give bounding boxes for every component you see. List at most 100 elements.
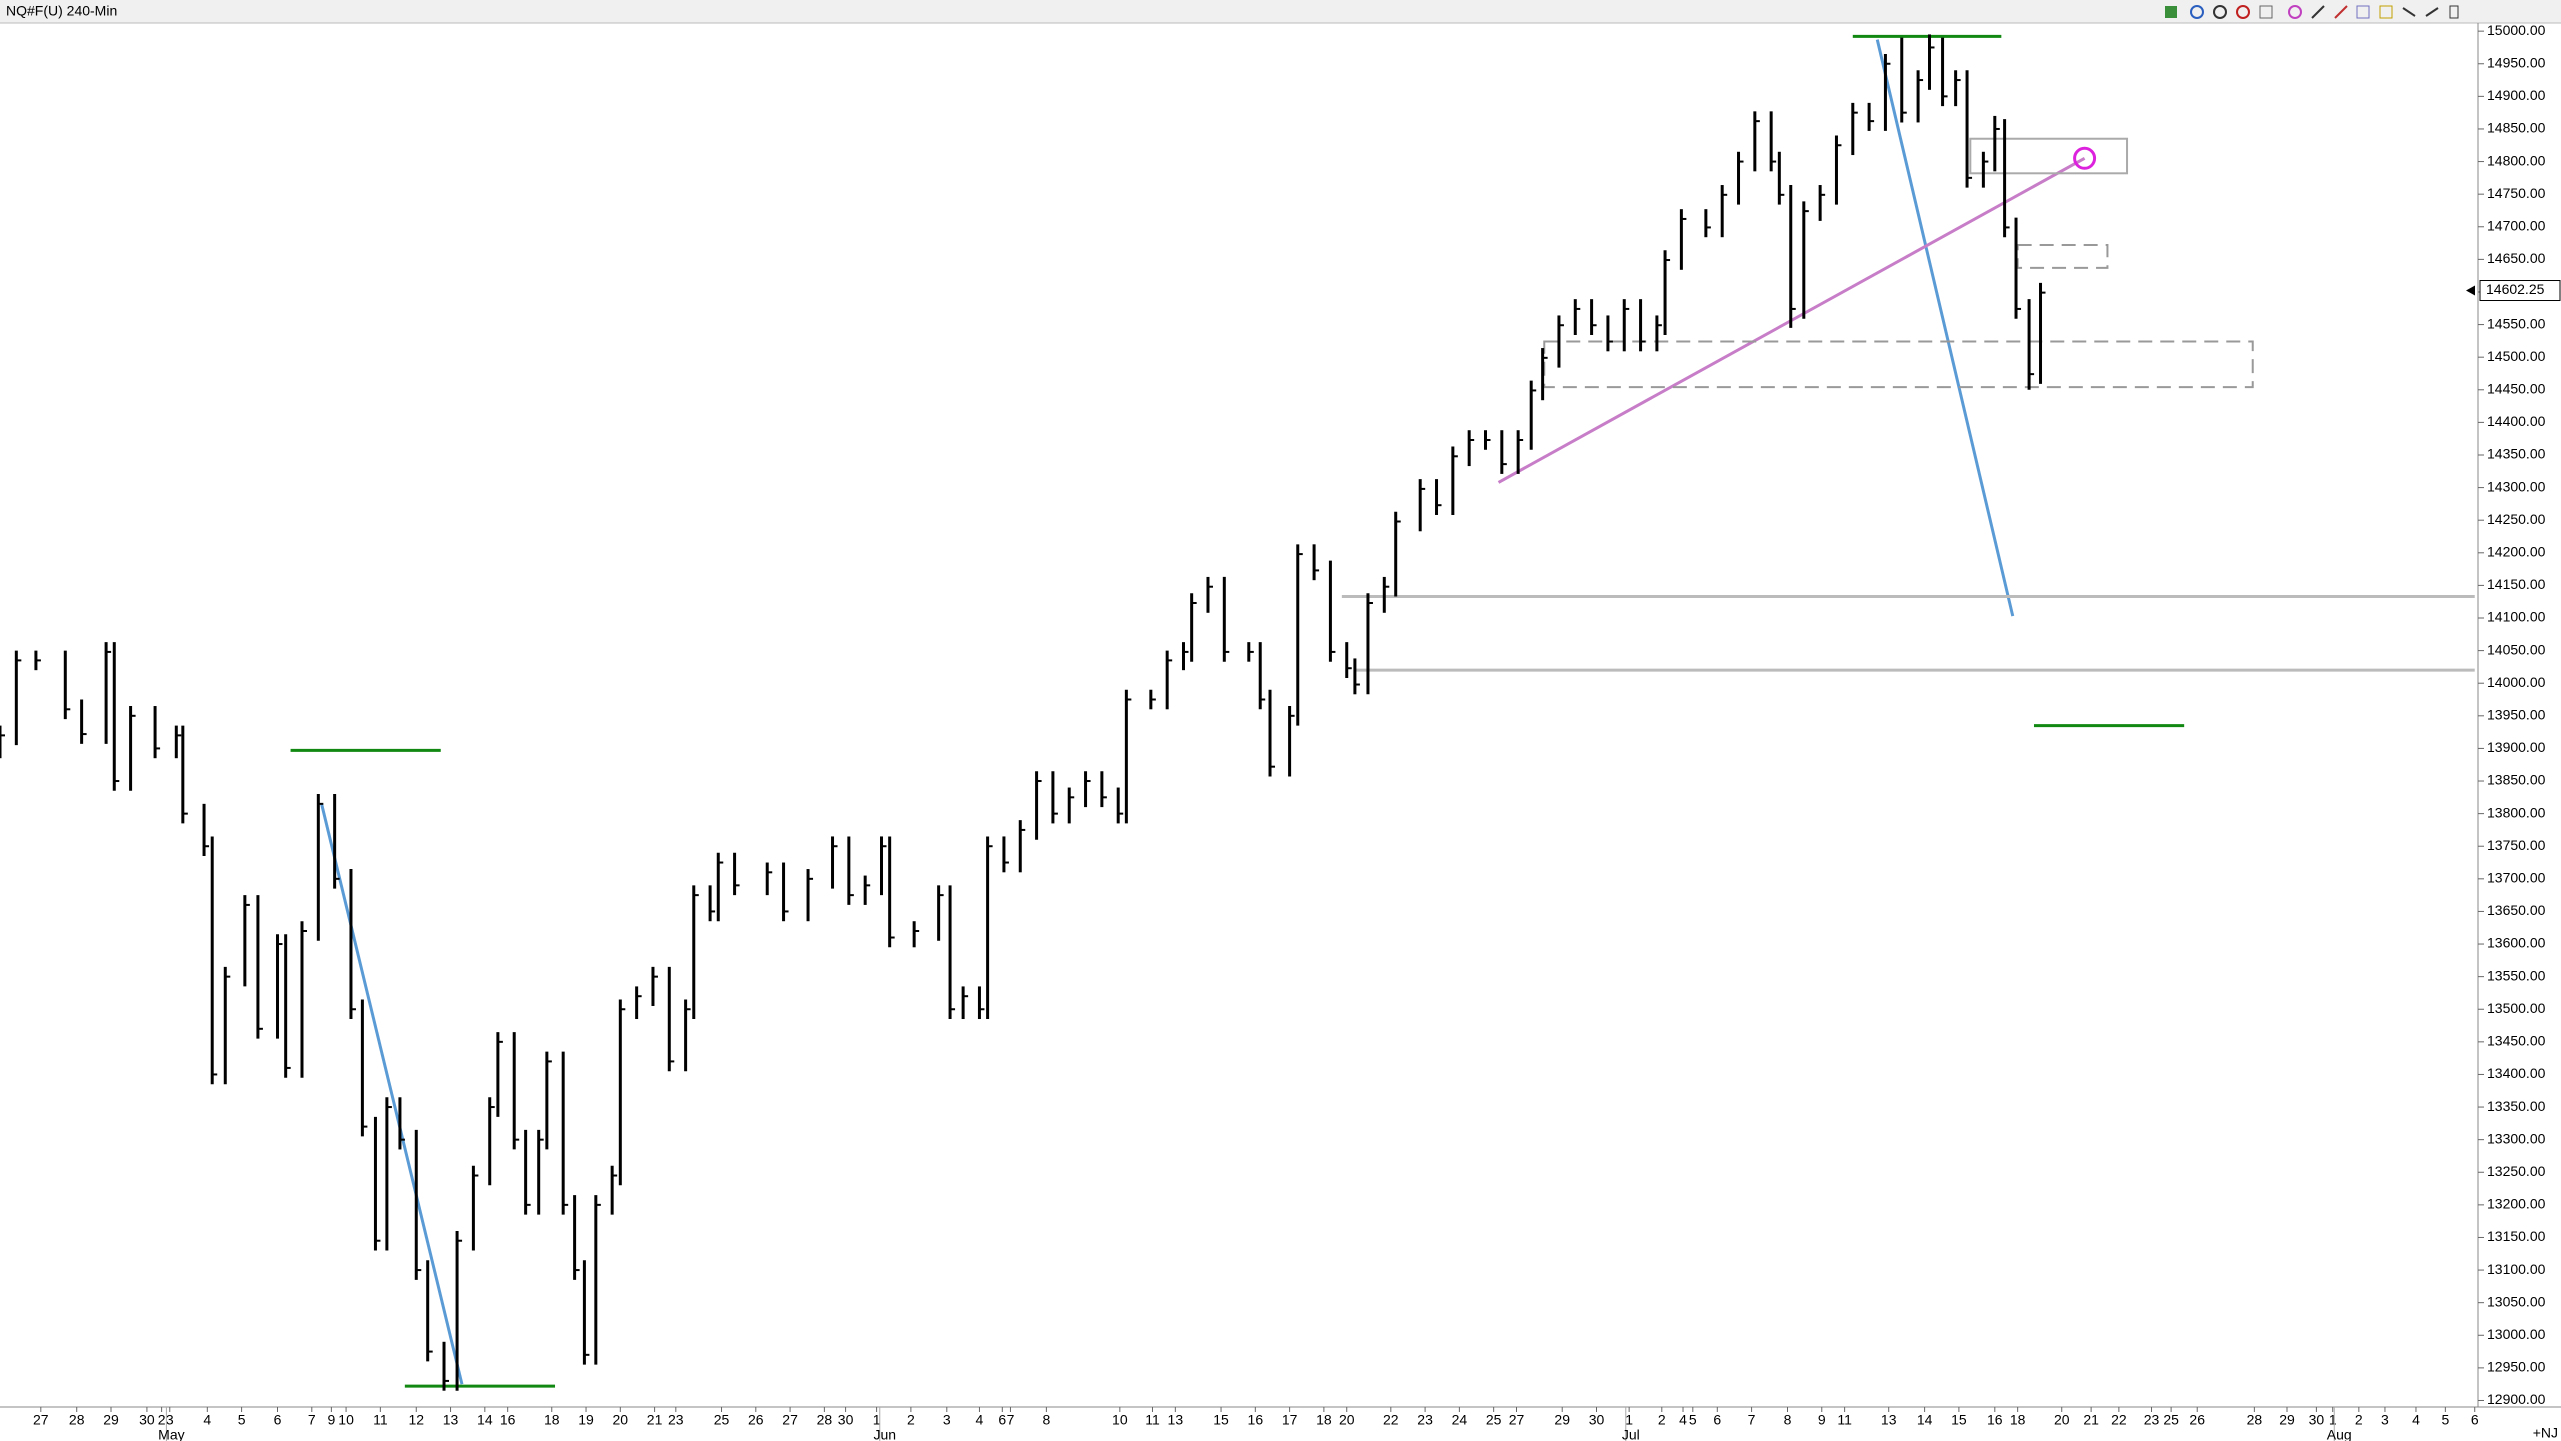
tool-icon[interactable] bbox=[2379, 5, 2393, 19]
x-tick-label: 16 bbox=[1248, 1412, 1264, 1428]
x-tick-label: 11 bbox=[373, 1412, 388, 1428]
x-tick-label: 20 bbox=[1339, 1412, 1355, 1428]
y-tick-label: 12900.00 bbox=[2487, 1391, 2546, 1407]
y-tick-label: 14150.00 bbox=[2487, 576, 2546, 592]
x-tick-label: 10 bbox=[338, 1412, 354, 1428]
y-tick-label: 14000.00 bbox=[2487, 674, 2546, 690]
y-tick-label: 14200.00 bbox=[2487, 544, 2546, 560]
x-tick-label: 16 bbox=[1987, 1412, 2003, 1428]
y-tick-label: 13400.00 bbox=[2487, 1065, 2546, 1081]
x-tick-label: 5 bbox=[1689, 1412, 1697, 1428]
y-tick-label: 13800.00 bbox=[2487, 804, 2546, 820]
tool-icon[interactable] bbox=[2259, 5, 2273, 19]
x-tick-label: 25 bbox=[714, 1412, 730, 1428]
tool-icon[interactable] bbox=[2213, 5, 2227, 19]
y-tick-label: 12950.00 bbox=[2487, 1359, 2546, 1375]
x-tick-label: 4 bbox=[1679, 1412, 1687, 1428]
x-tick-label: 11 bbox=[1837, 1412, 1852, 1428]
x-tick-label: 9 bbox=[327, 1412, 335, 1428]
x-tick-label: 4 bbox=[203, 1412, 211, 1428]
toolbar bbox=[2165, 5, 2459, 19]
y-tick-label: 14750.00 bbox=[2487, 185, 2546, 201]
drawings bbox=[290, 34, 2475, 1388]
x-tick-label: 20 bbox=[613, 1412, 629, 1428]
x-tick-label: 19 bbox=[578, 1412, 594, 1428]
x-tick-label: 7 bbox=[308, 1412, 316, 1428]
x-tick-label: 21 bbox=[647, 1412, 663, 1428]
x-tick-label: 28 bbox=[69, 1412, 85, 1428]
tool-icon[interactable] bbox=[2236, 5, 2250, 19]
x-tick-label: 3 bbox=[2381, 1412, 2389, 1428]
trend-line bbox=[320, 803, 464, 1385]
x-tick-label: 2 bbox=[907, 1412, 915, 1428]
x-tick-label: 30 bbox=[2309, 1412, 2325, 1428]
trend-line bbox=[1875, 39, 2015, 617]
y-tick-label: 13950.00 bbox=[2487, 707, 2546, 723]
y-tick-label: 14950.00 bbox=[2487, 54, 2546, 70]
x-tick-label: 22 bbox=[2111, 1412, 2127, 1428]
y-tick-label: 13100.00 bbox=[2487, 1261, 2546, 1277]
tool-icon[interactable] bbox=[2334, 5, 2348, 19]
y-tick-label: 14050.00 bbox=[2487, 641, 2546, 657]
y-tick-label: 14450.00 bbox=[2487, 380, 2546, 396]
y-tick-label: 14700.00 bbox=[2487, 217, 2546, 233]
x-tick-label: 18 bbox=[2010, 1412, 2026, 1428]
y-tick-label: 14850.00 bbox=[2487, 120, 2546, 136]
x-tick-label: 3 bbox=[166, 1412, 174, 1428]
marker-circle bbox=[2073, 146, 2097, 170]
x-tick-label: 7 bbox=[1007, 1412, 1015, 1428]
y-tick-label: 13500.00 bbox=[2487, 1000, 2546, 1016]
tool-icon[interactable] bbox=[2288, 5, 2302, 19]
tool-icon[interactable] bbox=[2449, 5, 2459, 19]
x-tick-label: 22 bbox=[1383, 1412, 1399, 1428]
x-tick-label: 2 bbox=[2355, 1412, 2363, 1428]
month-label: Jun bbox=[873, 1427, 896, 1441]
x-tick-label: 29 bbox=[1554, 1412, 1570, 1428]
x-tick-label: 11 bbox=[1145, 1412, 1160, 1428]
tool-icon[interactable] bbox=[2425, 7, 2439, 17]
y-tick-label: 13550.00 bbox=[2487, 967, 2546, 983]
tool-icon[interactable] bbox=[2402, 7, 2416, 17]
y-tick-label: 14550.00 bbox=[2487, 315, 2546, 331]
x-tick-label: 23 bbox=[2144, 1412, 2160, 1428]
tool-icon[interactable] bbox=[2356, 5, 2370, 19]
x-tick-label: 9 bbox=[1818, 1412, 1826, 1428]
y-tick-label: 13450.00 bbox=[2487, 1033, 2546, 1049]
x-tick-label: 26 bbox=[748, 1412, 764, 1428]
x-tick-label: 20 bbox=[2054, 1412, 2070, 1428]
corner-label: +NJ bbox=[2533, 1425, 2558, 1441]
x-tick-label: 4 bbox=[976, 1412, 984, 1428]
y-tick-label: 13050.00 bbox=[2487, 1293, 2546, 1309]
x-tick-label: 30 bbox=[1589, 1412, 1605, 1428]
tool-icon[interactable] bbox=[2165, 6, 2177, 18]
y-tick-label: 13900.00 bbox=[2487, 739, 2546, 755]
zone-box bbox=[1969, 137, 2129, 175]
y-tick-label: 14900.00 bbox=[2487, 87, 2546, 103]
x-tick-label: 12 bbox=[408, 1412, 424, 1428]
x-tick-label: 10 bbox=[1112, 1412, 1128, 1428]
month-label: Jul bbox=[1622, 1427, 1640, 1441]
tool-icon[interactable] bbox=[2190, 5, 2204, 19]
x-tick-label: 27 bbox=[1509, 1412, 1525, 1428]
x-tick-label: 6 bbox=[998, 1412, 1006, 1428]
y-tick-label: 13700.00 bbox=[2487, 870, 2546, 886]
x-tick-label: 25 bbox=[1486, 1412, 1502, 1428]
x-tick-label: 28 bbox=[817, 1412, 833, 1428]
x-tick-label: 30 bbox=[838, 1412, 854, 1428]
y-tick-label: 13600.00 bbox=[2487, 935, 2546, 951]
y-tick-label: 14300.00 bbox=[2487, 478, 2546, 494]
tool-icon[interactable] bbox=[2311, 5, 2325, 19]
y-tick-label: 13300.00 bbox=[2487, 1130, 2546, 1146]
zone-box bbox=[1543, 340, 2254, 389]
y-tick-label: 14250.00 bbox=[2487, 511, 2546, 527]
last-price-arrow bbox=[2466, 285, 2475, 296]
y-tick-label: 15000.00 bbox=[2487, 22, 2546, 38]
x-tick-label: 4 bbox=[2412, 1412, 2420, 1428]
x-tick-label: 17 bbox=[1282, 1412, 1298, 1428]
month-label: Aug bbox=[2327, 1427, 2352, 1441]
y-tick-label: 13650.00 bbox=[2487, 902, 2546, 918]
y-tick-label: 13200.00 bbox=[2487, 1196, 2546, 1212]
